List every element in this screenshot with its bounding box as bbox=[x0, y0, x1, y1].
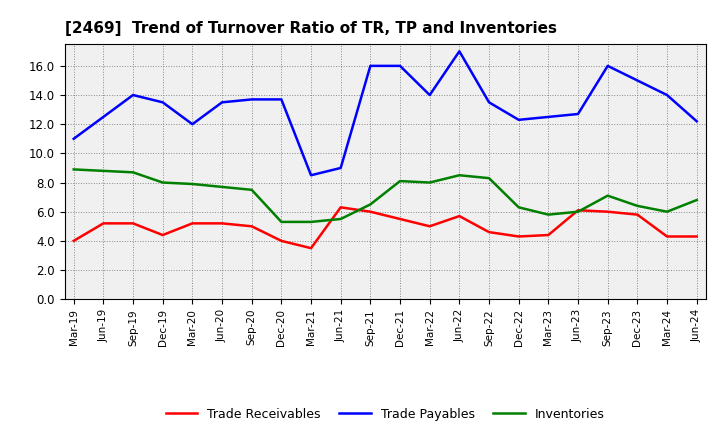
Legend: Trade Receivables, Trade Payables, Inventories: Trade Receivables, Trade Payables, Inven… bbox=[161, 403, 610, 425]
Trade Payables bbox=[633, 78, 642, 83]
Inventories bbox=[248, 187, 256, 192]
Trade Receivables bbox=[514, 234, 523, 239]
Trade Payables bbox=[277, 97, 286, 102]
Trade Payables bbox=[485, 100, 493, 105]
Inventories bbox=[514, 205, 523, 210]
Trade Payables bbox=[426, 92, 434, 98]
Line: Inventories: Inventories bbox=[73, 169, 697, 222]
Trade Receivables bbox=[574, 208, 582, 213]
Line: Trade Payables: Trade Payables bbox=[73, 51, 697, 175]
Inventories bbox=[662, 209, 671, 214]
Trade Payables bbox=[69, 136, 78, 141]
Inventories bbox=[188, 181, 197, 187]
Trade Receivables bbox=[158, 232, 167, 238]
Trade Payables bbox=[129, 92, 138, 98]
Inventories bbox=[277, 219, 286, 224]
Inventories bbox=[366, 202, 374, 207]
Trade Receivables bbox=[396, 216, 405, 222]
Trade Payables bbox=[455, 49, 464, 54]
Trade Receivables bbox=[426, 224, 434, 229]
Trade Receivables bbox=[633, 212, 642, 217]
Trade Receivables bbox=[277, 238, 286, 243]
Trade Payables bbox=[217, 100, 226, 105]
Trade Receivables bbox=[662, 234, 671, 239]
Trade Payables bbox=[662, 92, 671, 98]
Inventories bbox=[603, 193, 612, 198]
Line: Trade Receivables: Trade Receivables bbox=[73, 207, 697, 248]
Trade Payables bbox=[544, 114, 553, 120]
Inventories bbox=[307, 219, 315, 224]
Trade Receivables bbox=[693, 234, 701, 239]
Inventories bbox=[544, 212, 553, 217]
Trade Payables bbox=[693, 119, 701, 124]
Trade Payables bbox=[158, 100, 167, 105]
Inventories bbox=[485, 176, 493, 181]
Trade Payables bbox=[366, 63, 374, 69]
Trade Receivables bbox=[485, 230, 493, 235]
Inventories bbox=[217, 184, 226, 190]
Inventories bbox=[693, 198, 701, 203]
Text: [2469]  Trend of Turnover Ratio of TR, TP and Inventories: [2469] Trend of Turnover Ratio of TR, TP… bbox=[65, 21, 557, 36]
Trade Payables bbox=[574, 111, 582, 117]
Trade Payables bbox=[307, 172, 315, 178]
Trade Receivables bbox=[603, 209, 612, 214]
Trade Receivables bbox=[217, 221, 226, 226]
Trade Receivables bbox=[336, 205, 345, 210]
Inventories bbox=[99, 168, 108, 173]
Trade Payables bbox=[603, 63, 612, 69]
Trade Receivables bbox=[99, 221, 108, 226]
Trade Payables bbox=[396, 63, 405, 69]
Trade Receivables bbox=[307, 246, 315, 251]
Trade Receivables bbox=[366, 209, 374, 214]
Inventories bbox=[426, 180, 434, 185]
Inventories bbox=[336, 216, 345, 222]
Inventories bbox=[396, 179, 405, 184]
Trade Receivables bbox=[188, 221, 197, 226]
Inventories bbox=[633, 203, 642, 209]
Inventories bbox=[158, 180, 167, 185]
Trade Payables bbox=[248, 97, 256, 102]
Trade Receivables bbox=[248, 224, 256, 229]
Inventories bbox=[574, 209, 582, 214]
Trade Payables bbox=[336, 165, 345, 171]
Trade Payables bbox=[514, 117, 523, 122]
Trade Receivables bbox=[455, 213, 464, 219]
Inventories bbox=[129, 170, 138, 175]
Trade Payables bbox=[188, 121, 197, 127]
Inventories bbox=[455, 172, 464, 178]
Trade Receivables bbox=[544, 232, 553, 238]
Inventories bbox=[69, 167, 78, 172]
Trade Receivables bbox=[129, 221, 138, 226]
Trade Payables bbox=[99, 114, 108, 120]
Trade Receivables bbox=[69, 238, 78, 243]
